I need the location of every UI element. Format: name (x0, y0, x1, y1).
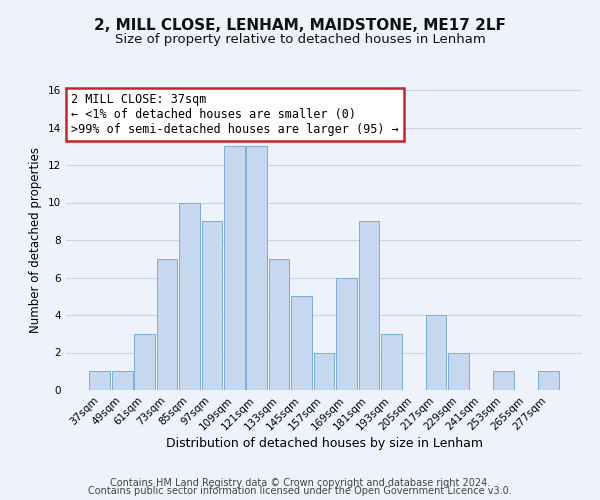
Bar (336, 278, 357, 390)
Bar (112, 371, 133, 390)
Bar (89, 371, 110, 390)
Bar (157, 259, 178, 390)
Bar (134, 334, 155, 390)
Bar (179, 202, 200, 390)
Text: Contains public sector information licensed under the Open Government Licence v3: Contains public sector information licen… (88, 486, 512, 496)
Bar (493, 371, 514, 390)
Bar (448, 352, 469, 390)
X-axis label: Distribution of detached houses by size in Lenham: Distribution of detached houses by size … (166, 438, 482, 450)
Bar (269, 259, 289, 390)
Bar (359, 221, 379, 390)
Text: Contains HM Land Registry data © Crown copyright and database right 2024.: Contains HM Land Registry data © Crown c… (110, 478, 490, 488)
Bar (291, 296, 312, 390)
Bar (314, 352, 334, 390)
Bar (247, 146, 267, 390)
Bar (202, 221, 222, 390)
Y-axis label: Number of detached properties: Number of detached properties (29, 147, 43, 333)
Text: 2, MILL CLOSE, LENHAM, MAIDSTONE, ME17 2LF: 2, MILL CLOSE, LENHAM, MAIDSTONE, ME17 2… (94, 18, 506, 32)
Bar (538, 371, 559, 390)
Bar (426, 315, 446, 390)
Text: Size of property relative to detached houses in Lenham: Size of property relative to detached ho… (115, 32, 485, 46)
Text: 2 MILL CLOSE: 37sqm
← <1% of detached houses are smaller (0)
>99% of semi-detach: 2 MILL CLOSE: 37sqm ← <1% of detached ho… (71, 93, 399, 136)
Bar (224, 146, 245, 390)
Bar (381, 334, 401, 390)
